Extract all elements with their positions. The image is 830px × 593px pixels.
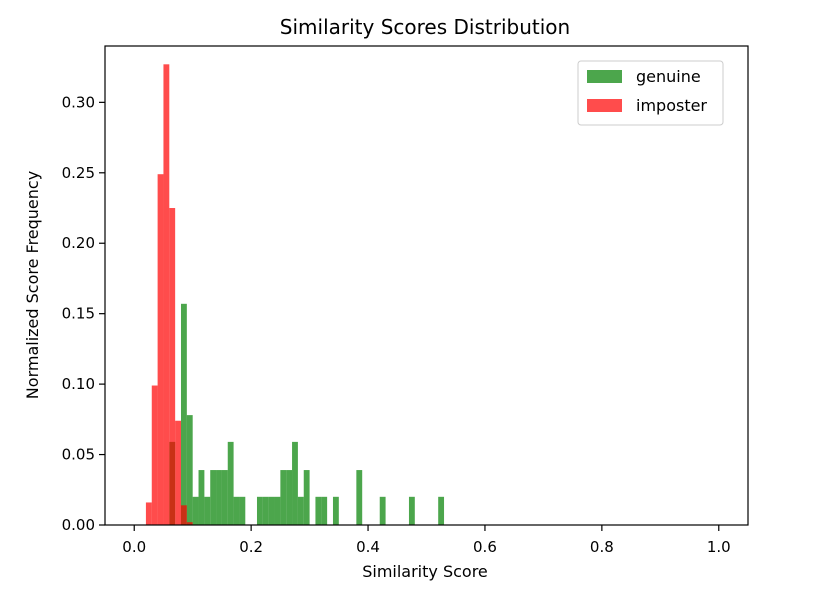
genuine-bar — [239, 496, 246, 525]
x-tick-label: 0.2 — [239, 538, 263, 556]
chart-title: Similarity Scores Distribution — [280, 15, 570, 39]
y-tick-label: 0.25 — [62, 164, 95, 182]
y-tick-label: 0.05 — [62, 446, 95, 464]
legend-label-genuine: genuine — [636, 67, 701, 86]
imposter-bar — [157, 174, 164, 525]
genuine-bar — [221, 470, 228, 525]
y-axis-label: Normalized Score Frequency — [23, 171, 42, 399]
x-tick-label: 0.0 — [122, 538, 146, 556]
x-tick-label: 1.0 — [707, 538, 731, 556]
genuine-bar — [379, 496, 386, 525]
imposter-bar — [169, 208, 176, 525]
imposter-bar — [145, 502, 152, 525]
genuine-bar — [274, 496, 281, 525]
genuine-bar — [186, 415, 193, 525]
imposter-bar — [175, 420, 181, 525]
x-tick-label: 0.6 — [473, 538, 497, 556]
imposter-bar — [151, 385, 158, 525]
genuine-bar — [210, 470, 217, 525]
imposter-bar — [180, 505, 187, 525]
genuine-bar — [268, 496, 275, 525]
x-axis-ticks: 0.0 0.2 0.4 0.6 0.8 1.0 — [122, 525, 731, 556]
genuine-bar — [216, 470, 222, 525]
genuine-bar — [192, 496, 199, 525]
y-tick-label: 0.10 — [62, 375, 95, 393]
legend-swatch-genuine — [587, 70, 622, 83]
bars-group — [145, 64, 445, 525]
genuine-bar — [280, 470, 287, 525]
genuine-bar — [198, 470, 205, 525]
genuine-bar — [315, 496, 322, 525]
genuine-bar — [204, 496, 211, 525]
genuine-bar — [356, 470, 363, 525]
genuine-bar — [438, 496, 445, 525]
legend-swatch-imposter — [587, 99, 622, 112]
legend-label-imposter: imposter — [636, 96, 707, 115]
genuine-bar — [227, 441, 234, 525]
genuine-bar — [262, 496, 269, 525]
y-tick-label: 0.00 — [62, 516, 95, 534]
genuine-bar — [303, 470, 310, 525]
genuine-bar — [286, 470, 293, 525]
genuine-bar — [408, 496, 415, 525]
y-tick-label: 0.15 — [62, 305, 95, 323]
y-axis-ticks: 0.00 0.05 0.10 0.15 0.20 0.25 0.30 — [62, 93, 105, 534]
genuine-bar — [332, 496, 339, 525]
plot-frame — [104, 45, 749, 526]
x-axis-label: Similarity Score — [362, 562, 488, 581]
genuine-bar — [297, 496, 304, 525]
x-tick-label: 0.8 — [590, 538, 614, 556]
imposter-bar — [186, 522, 193, 525]
legend: genuine imposter — [577, 60, 724, 126]
genuine-bar — [256, 496, 263, 525]
y-tick-label: 0.20 — [62, 234, 95, 252]
x-tick-label: 0.4 — [356, 538, 380, 556]
genuine-bar — [180, 303, 187, 525]
genuine-bar — [233, 496, 240, 525]
genuine-bar — [292, 441, 298, 525]
genuine-bar — [321, 496, 328, 525]
imposter-bar — [163, 64, 170, 525]
y-tick-label: 0.30 — [62, 93, 95, 111]
